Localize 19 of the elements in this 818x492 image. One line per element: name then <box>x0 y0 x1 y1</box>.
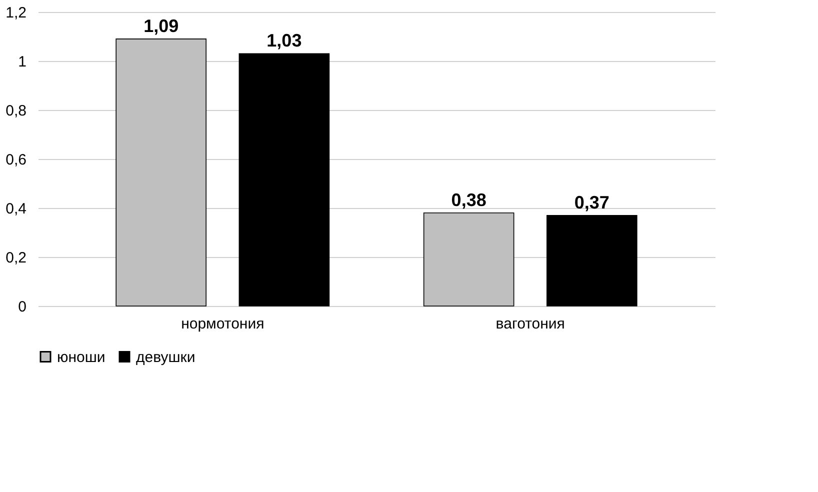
y-tick-label: 0,6 <box>6 152 26 168</box>
data-label: 0,37 <box>574 192 610 212</box>
x-tick-label: нормотония <box>181 316 264 332</box>
y-tick-label: 0,2 <box>6 250 26 266</box>
bar <box>238 53 330 306</box>
x-tick-label: ваготония <box>496 316 565 332</box>
legend-label: юноши <box>57 348 106 366</box>
data-label: 1,03 <box>266 30 302 51</box>
data-label: 1,09 <box>144 16 179 36</box>
y-tick-label: 1,2 <box>6 4 26 22</box>
y-tick-label: 0,4 <box>6 200 26 218</box>
y-tick-label: 0 <box>18 298 26 316</box>
bar <box>423 212 514 306</box>
bar <box>116 38 206 306</box>
bar <box>546 214 638 306</box>
y-tick-label: 0,8 <box>6 102 26 120</box>
y-tick-label: 1 <box>18 54 26 70</box>
legend-label: девушки <box>136 348 196 366</box>
data-label: 0,38 <box>451 190 486 210</box>
